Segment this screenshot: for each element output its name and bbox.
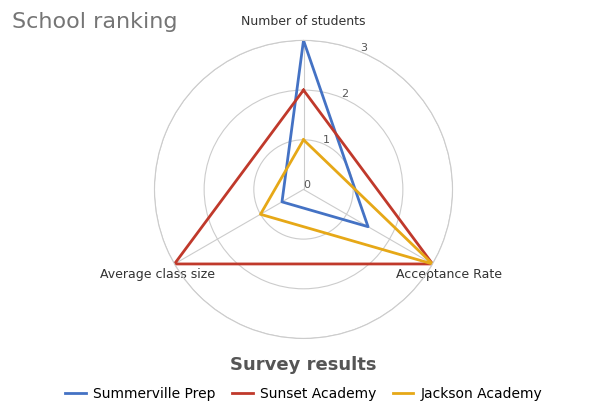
- Text: School ranking: School ranking: [12, 12, 178, 32]
- Legend: Summerville Prep, Sunset Academy, Jackson Academy: Summerville Prep, Sunset Academy, Jackso…: [59, 381, 548, 406]
- Text: Survey results: Survey results: [230, 355, 377, 373]
